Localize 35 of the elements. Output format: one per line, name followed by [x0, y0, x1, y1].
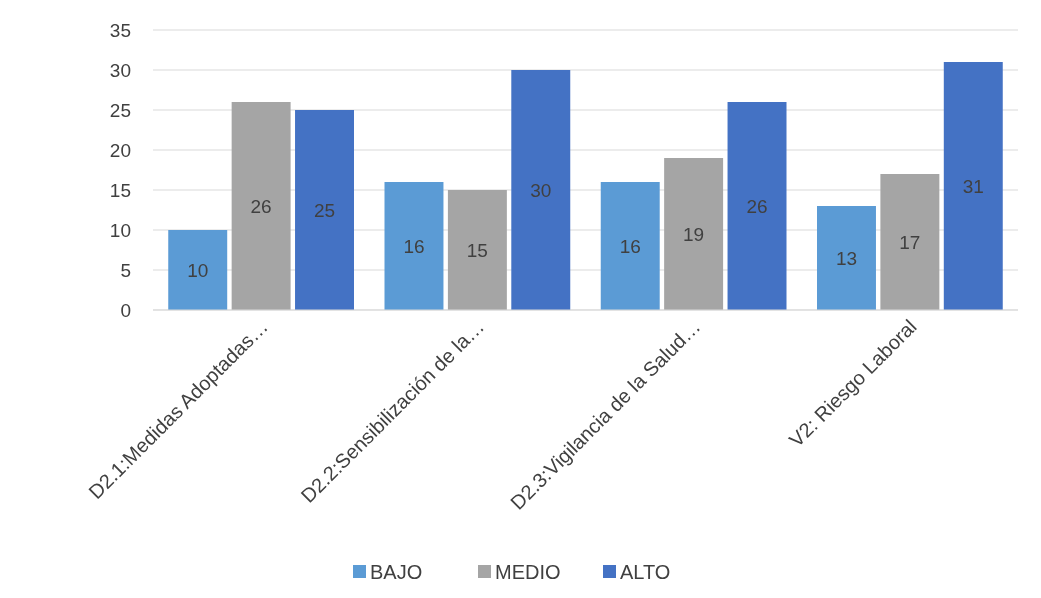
data-label: 13 — [835, 248, 858, 269]
bar — [943, 62, 1003, 310]
bar — [168, 230, 228, 310]
y-tick-label: 35 — [109, 20, 131, 41]
bar — [295, 110, 354, 310]
data-label: 19 — [683, 224, 705, 245]
legend-label: BAJO — [370, 561, 423, 583]
bar — [511, 70, 571, 310]
legend-label: MEDIO — [495, 561, 561, 583]
data-label: 30 — [530, 180, 552, 201]
data-label: 31 — [962, 176, 984, 197]
data-label: 17 — [899, 232, 921, 253]
bar — [600, 182, 660, 310]
y-tick-label: 20 — [109, 140, 131, 161]
data-label: 16 — [619, 236, 641, 257]
y-tick-label: 30 — [109, 60, 131, 81]
bar — [384, 182, 444, 310]
data-label: 26 — [746, 196, 768, 217]
y-tick-label: 10 — [109, 220, 131, 241]
data-label: 26 — [250, 196, 272, 217]
bar — [447, 190, 507, 310]
y-tick-label: 15 — [109, 180, 131, 201]
bar — [231, 102, 291, 310]
y-tick-label: 5 — [120, 260, 131, 281]
data-label: 10 — [187, 260, 209, 281]
bar — [664, 158, 724, 310]
data-label: 16 — [403, 236, 425, 257]
y-tick-label: 25 — [109, 100, 131, 121]
bar — [817, 206, 876, 310]
data-label: 25 — [313, 200, 336, 221]
bar — [880, 174, 940, 310]
y-tick-label: 0 — [120, 300, 131, 321]
data-label: 15 — [466, 240, 488, 261]
bar — [727, 102, 787, 310]
legend-label: ALTO — [620, 561, 671, 583]
